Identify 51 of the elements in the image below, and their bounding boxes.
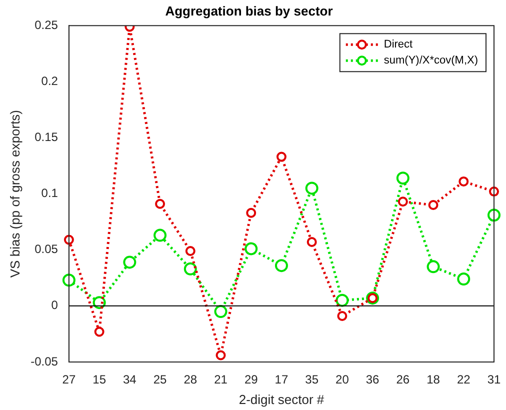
y-tick-label: 0.15 <box>34 130 58 144</box>
legend-label: sum(Y)/X*cov(M,X) <box>384 54 478 67</box>
point <box>488 208 500 222</box>
x-tick-label: 28 <box>184 372 198 387</box>
point <box>305 182 318 195</box>
y-tick-label: -0.05 <box>30 354 58 368</box>
x-tick-label: 15 <box>92 372 106 387</box>
point <box>94 326 104 337</box>
x-tick-label: 34 <box>122 372 137 387</box>
x-tick-label: 18 <box>426 372 440 387</box>
point <box>62 274 76 287</box>
y-axis-title: VS bias (pp of gross exports) <box>7 110 22 278</box>
point <box>185 246 196 256</box>
point <box>184 262 197 276</box>
x-tick-label: 35 <box>305 372 319 387</box>
legend-label: Direct <box>384 38 413 51</box>
y-tick-label: 0 <box>51 298 58 312</box>
y-tick-label: 0.2 <box>41 74 58 88</box>
point <box>457 272 470 286</box>
y-tick-label: 0.1 <box>41 186 58 200</box>
point <box>276 152 286 162</box>
x-tick-label: 26 <box>396 372 410 387</box>
point <box>337 311 348 322</box>
x-axis-title: 2-digit sector # <box>238 392 325 407</box>
point <box>428 200 438 210</box>
point <box>123 256 136 269</box>
point <box>458 176 469 186</box>
x-tick-label: 20 <box>336 372 350 387</box>
point <box>274 259 288 272</box>
point <box>214 305 228 318</box>
x-tick-label: 21 <box>214 372 228 387</box>
x-tick-label: 17 <box>274 372 288 387</box>
y-tick-label: 0.05 <box>34 242 58 256</box>
point <box>154 228 167 242</box>
point <box>155 198 166 209</box>
point <box>244 242 258 256</box>
point <box>216 350 226 360</box>
point <box>336 294 349 307</box>
x-tick-label: 27 <box>62 372 76 387</box>
y-tick-label: 0.25 <box>34 18 58 32</box>
x-tick-label: 29 <box>244 372 258 387</box>
x-tick-label: 22 <box>456 372 471 387</box>
chart-title: Aggregation bias by sector <box>165 3 333 18</box>
x-tick-label: 36 <box>366 372 380 387</box>
point <box>398 196 408 207</box>
x-tick-label: 25 <box>153 372 168 387</box>
point <box>306 237 317 248</box>
point <box>246 208 256 218</box>
point <box>426 260 440 274</box>
x-tick-label: 31 <box>487 372 501 387</box>
point <box>396 172 410 185</box>
